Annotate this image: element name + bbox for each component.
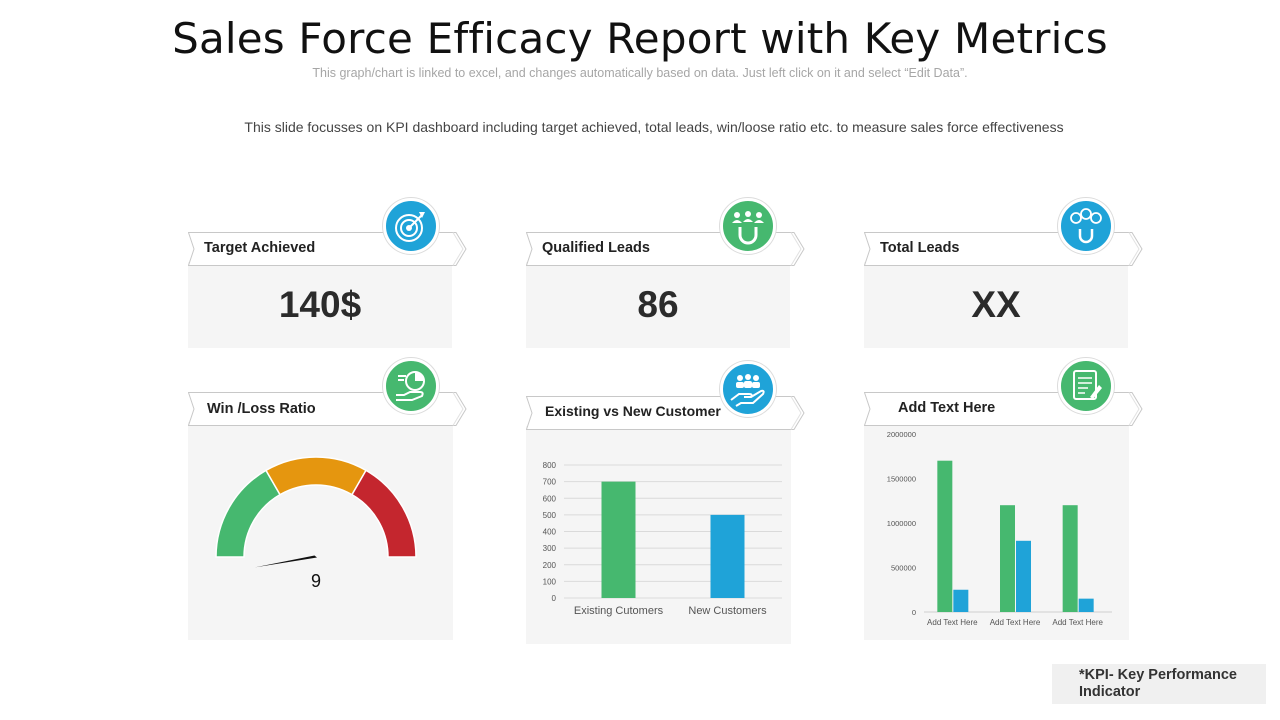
hand-people-icon [730, 374, 765, 407]
y-tick-label: 0 [552, 594, 557, 603]
bar-s1-c1 [937, 460, 953, 612]
qualified-leads-badge [720, 198, 776, 254]
gauge-needle [254, 555, 317, 568]
y-tick-label: 100 [543, 577, 557, 586]
qualified-leads-label: Qualified Leads [542, 240, 650, 256]
bar-s1-c2 [1000, 505, 1015, 612]
y-tick-label: 200 [543, 561, 557, 570]
target-achieved-label: Target Achieved [204, 240, 316, 256]
y-tick-label: 0 [912, 608, 916, 617]
existing-new-card [526, 426, 791, 644]
x-tick-label: Existing Cutomers [574, 605, 664, 617]
bar-1 [601, 481, 636, 598]
qualified-leads-value: 86 [637, 284, 679, 325]
document-edit-icon [1073, 370, 1102, 400]
qualified-leads-card: 86 [526, 262, 790, 348]
page-title: Sales Force Efficacy Report with Key Met… [172, 14, 1108, 63]
win-loss-label: Win /Loss Ratio [207, 401, 316, 417]
total-leads-value: XX [971, 284, 1021, 325]
gauge-value-label: 9 [311, 571, 321, 591]
y-tick-label: 700 [543, 478, 557, 487]
target-achieved-card: 140$ [188, 262, 452, 348]
people-magnet-icon [732, 211, 764, 245]
x-tick-label: Add Text Here [1052, 618, 1103, 627]
x-tick-label: Add Text Here [990, 618, 1041, 627]
y-tick-label: 400 [543, 528, 557, 537]
bar-s2-c3 [1078, 598, 1094, 612]
add-text-badge [1058, 358, 1114, 414]
target-icon [395, 212, 425, 242]
target-achieved-value: 140$ [278, 284, 362, 325]
add-text-label: Add Text Here [898, 400, 996, 416]
target-badge [383, 198, 439, 254]
bar-s1-c3 [1062, 505, 1078, 612]
total-leads-label: Total Leads [880, 240, 960, 256]
pie-hand-icon [396, 371, 425, 401]
leads-magnet-icon [1070, 208, 1102, 244]
add-text-chart: 0 500000 1000000 1500000 2000000 Add Text Her… [887, 430, 1112, 627]
kpi-footnote-text: *KPI- Key Performance Indicator [1079, 667, 1237, 700]
gauge-segment-2 [264, 456, 368, 496]
page-subtitle: This graph/chart is linked to excel, and… [312, 66, 968, 80]
gauge-segment-1 [215, 469, 282, 558]
y-tick-label: 1000000 [887, 519, 916, 528]
y-tick-label: 500 [543, 511, 557, 520]
y-tick-label: 1500000 [887, 475, 916, 484]
kpi-footnote: *KPI- Key Performance Indicator [1052, 664, 1266, 704]
bar-2 [710, 514, 745, 598]
y-tick-label: 800 [543, 461, 557, 470]
y-tick-label: 500000 [891, 564, 916, 573]
y-tick-label: 600 [543, 494, 557, 503]
bar-s2-c1 [953, 589, 969, 612]
page-description: This slide focusses on KPI dashboard inc… [244, 119, 1064, 135]
y-tick-label: 300 [543, 544, 557, 553]
bar-s2-c2 [1016, 540, 1031, 612]
win-loss-badge [383, 358, 439, 414]
existing-new-badge [720, 361, 776, 417]
gauge-segment-3 [350, 469, 417, 558]
existing-vs-new-chart: 0 100 200 300 400 500 600 700 800 Existing Cutome… [543, 461, 782, 617]
total-leads-badge [1058, 198, 1114, 254]
total-leads-card: XX [864, 262, 1128, 348]
x-tick-label: Add Text Here [927, 618, 978, 627]
y-tick-label: 2000000 [887, 430, 916, 439]
x-tick-label: New Customers [688, 605, 767, 617]
win-loss-gauge: 9 [215, 456, 417, 591]
existing-new-label: Existing vs New Customer [545, 403, 721, 419]
